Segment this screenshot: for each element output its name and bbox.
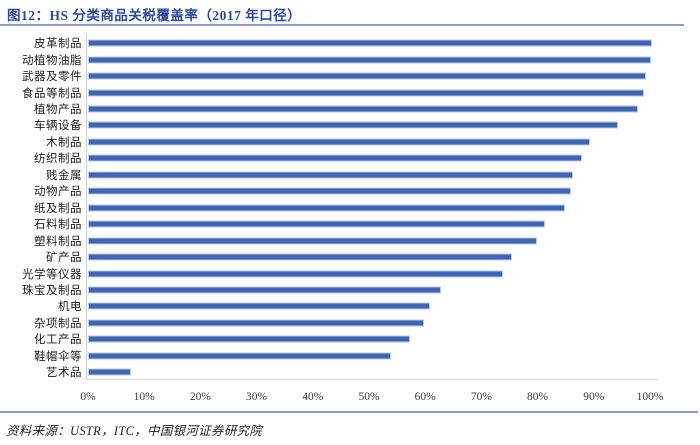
category-label: 机电 [58,301,82,314]
chart-row: 石料制品 [0,216,700,232]
chart-row: 塑料制品 [0,232,700,248]
bottom-divider [0,411,698,413]
bar-光学等仪器 [88,270,504,278]
category-label: 动植物油脂 [22,54,82,67]
x-tick-label: 50% [358,391,380,403]
category-label: 动物产品 [34,186,82,199]
bar-贱金属 [88,171,574,179]
x-tick-label: 20% [189,391,211,403]
bar-纺织制品 [88,154,582,162]
chart-row: 车辆设备 [0,117,700,133]
category-label: 纺织制品 [34,153,82,166]
bar-动植物油脂 [88,56,651,64]
category-label: 皮革制品 [34,38,82,51]
chart-row: 矿产品 [0,249,700,265]
bar-化工产品 [88,335,411,343]
chart-row: 植物产品 [0,101,700,117]
category-label: 纸及制品 [34,202,82,215]
chart-row: 化工产品 [0,331,700,347]
chart-row: 光学等仪器 [0,265,700,281]
top-divider [0,24,684,26]
bar-机电 [88,302,430,310]
category-label: 食品等制品 [22,87,82,100]
bar-矿产品 [88,253,512,261]
category-label: 车辆设备 [34,120,82,133]
bar-纸及制品 [88,204,565,212]
category-label: 珠宝及制品 [22,284,82,297]
bar-艺术品 [88,368,132,376]
category-label: 化工产品 [34,334,82,347]
bar-皮革制品 [88,39,652,47]
chart-row: 杂项制品 [0,315,700,331]
bar-动物产品 [88,187,571,195]
x-tick-label: 80% [527,391,549,403]
bar-塑料制品 [88,237,537,245]
x-tick-label: 100% [636,391,664,403]
x-axis-line [86,379,658,380]
chart-row: 动植物油脂 [0,51,700,67]
bar-武器及零件 [88,72,647,80]
category-label: 矿产品 [46,252,82,265]
bar-车辆设备 [88,121,619,129]
chart-row: 鞋帽伞等 [0,348,700,364]
category-label: 光学等仪器 [22,268,82,281]
bar-鞋帽伞等 [88,352,391,360]
chart-row: 食品等制品 [0,84,700,100]
x-tick-label: 0% [80,391,96,403]
bar-石料制品 [88,220,546,228]
category-label: 植物产品 [34,104,82,117]
bar-杂项制品 [88,319,425,327]
x-tick-label: 30% [246,391,268,403]
chart-row: 纸及制品 [0,200,700,216]
chart-row: 武器及零件 [0,68,700,84]
category-label: 塑料制品 [34,235,82,248]
x-tick-label: 70% [470,391,492,403]
chart-row: 贱金属 [0,167,700,183]
category-label: 武器及零件 [22,71,82,84]
bar-珠宝及制品 [88,286,442,294]
category-label: 艺术品 [46,367,82,380]
category-label: 鞋帽伞等 [34,350,82,363]
chart-row: 纺织制品 [0,150,700,166]
chart-row: 皮革制品 [0,35,700,51]
chart-row: 珠宝及制品 [0,282,700,298]
chart-row: 动物产品 [0,183,700,199]
category-label: 石料制品 [34,219,82,232]
y-axis-line [86,33,87,379]
category-label: 贱金属 [46,169,82,182]
chart-row: 艺术品 [0,364,700,380]
chart-row: 木制品 [0,134,700,150]
figure-title: 图12：HS 分类商品关税覆盖率（2017 年口径） [7,8,302,23]
category-label: 杂项制品 [34,317,82,330]
x-tick-label: 10% [133,391,155,403]
chart-row: 机电 [0,298,700,314]
x-tick-label: 60% [414,391,436,403]
x-tick-label: 40% [302,391,324,403]
category-label: 木制品 [46,136,82,149]
bar-食品等制品 [88,89,644,97]
bar-植物产品 [88,105,638,113]
bar-木制品 [88,138,591,146]
x-tick-label: 90% [583,391,605,403]
source-note: 资料来源：USTR，ITC，中国银河证券研究院 [6,424,263,438]
